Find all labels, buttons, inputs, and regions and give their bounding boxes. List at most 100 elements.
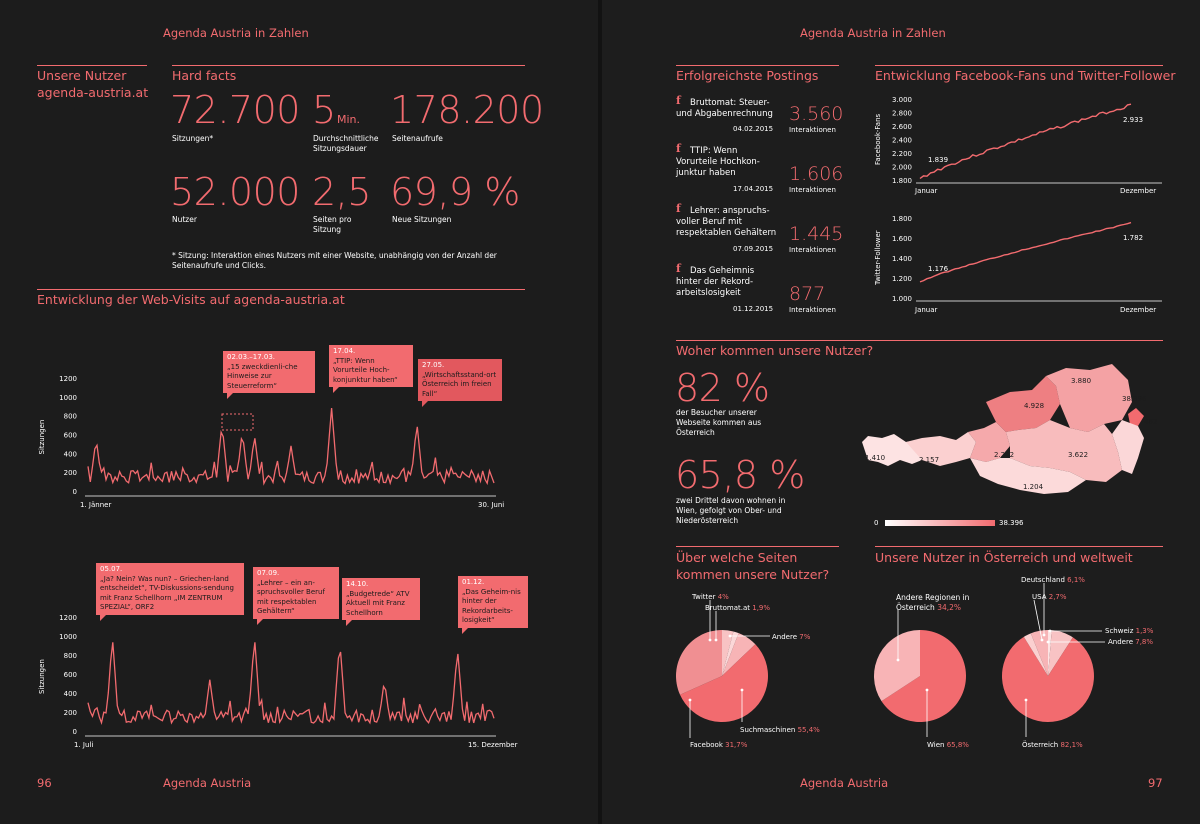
- region-burgenland: [1112, 420, 1144, 474]
- origin-stat-text: der Besucher unserer Webseite kommen aus…: [676, 408, 762, 437]
- facebook-icon: f: [676, 142, 681, 155]
- austria-map: [862, 364, 1144, 494]
- facebook-fans-line: [919, 103, 1132, 180]
- rule: [37, 289, 525, 290]
- posting-title: Bruttomat: Steuer- und Abgabenrechnung: [676, 98, 773, 119]
- y-tick-label: 2.200: [892, 150, 912, 158]
- facebook-icon: f: [676, 94, 681, 107]
- fact-value: 69,9 %: [390, 170, 520, 214]
- y-tick-label: 2.000: [892, 164, 912, 172]
- map-label-oberoesterreich-west: 4.928: [1024, 402, 1045, 410]
- postings-heading: Erfolgreichste Postings: [676, 68, 819, 83]
- annotation: 14.10. „Budgetrede“ ATV Aktuell mit Franz…: [342, 578, 420, 626]
- fact-label: Durchschnittliche Sitzungsdauer: [313, 134, 379, 153]
- facebook-start-label: 1.839: [928, 156, 949, 164]
- origin-heading: Woher kommen unsere Nutzer?: [676, 343, 874, 358]
- y-tick-label: 3.000: [892, 96, 912, 104]
- social-heading: Entwicklung Facebook-Fans und Twitter-Fo…: [875, 68, 1176, 83]
- pie-slice: [881, 630, 966, 723]
- twitter-end-label: 1.782: [1123, 234, 1144, 242]
- footnote: * Sitzung: Interaktion eines Nutzers mit…: [172, 251, 497, 270]
- pie-label: Wien 65,8%: [927, 741, 969, 749]
- posting-date: 07.09.2015: [733, 245, 774, 253]
- leader-dot: [1040, 638, 1044, 642]
- leader-dot: [708, 638, 712, 642]
- posting-title: Das Geheimnis hinter der Rekord-arbeitsl…: [676, 266, 755, 298]
- pie-slice: [1030, 630, 1048, 676]
- fact-label: Seitenaufrufe: [392, 134, 443, 143]
- leader-dot: [740, 688, 744, 692]
- posting-value: 877: [789, 283, 826, 305]
- posting-label: Interaktionen: [789, 306, 836, 314]
- leader-dot: [896, 658, 900, 662]
- x-end-label: Dezember: [1120, 187, 1157, 195]
- fact-label: Nutzer: [172, 215, 197, 224]
- posting-value: 1.445: [789, 223, 844, 245]
- y-tick-label: 1000: [59, 394, 77, 402]
- x-start-label: Januar: [915, 306, 938, 314]
- posting-label: Interaktionen: [789, 126, 836, 134]
- region-salzburg: [968, 422, 1010, 462]
- posting-title: TTIP: Wenn Vorurteile Hochkon-junktur ha…: [676, 146, 760, 178]
- right-footer-brand: Agenda Austria: [800, 776, 889, 790]
- rule: [37, 65, 147, 66]
- y-tick-label: 1000: [59, 633, 77, 641]
- leader-dot: [714, 638, 718, 642]
- posting-value: 1.606: [789, 163, 844, 185]
- annotation: 07.09. „Lehrer – ein an-spruchsvoller Ber…: [253, 567, 339, 624]
- x-start-label: 1. Jänner: [80, 501, 112, 509]
- web-visits-heading: Entwicklung der Web-Visits auf agenda-au…: [37, 292, 345, 307]
- leader-dot: [1046, 640, 1050, 644]
- y-tick-label: 800: [64, 652, 77, 660]
- origin-stat-value: 65,8 %: [675, 453, 805, 497]
- y-tick-label: 600: [64, 432, 77, 440]
- users-site: agenda-austria.at: [37, 85, 149, 100]
- pie-label: Andere Regionen in Österreich 34,2%: [896, 593, 970, 612]
- fact-value: 72.700: [170, 88, 300, 132]
- annotation: 01.12. „Das Geheim-nis hinter der Rekorda…: [458, 576, 528, 633]
- posting-date: 01.12.2015: [733, 305, 774, 313]
- right-running-title: Agenda Austria in Zahlen: [800, 26, 946, 40]
- pie-label: Bruttomat.at 1,9%: [705, 604, 771, 612]
- annotation: 05.07. „Ja? Nein? Was nun? – Griechen-lan…: [96, 563, 244, 620]
- posting-date: 17.04.2015: [733, 185, 774, 193]
- map-label-salzburg: 2.242: [994, 451, 1015, 459]
- pie-slice: [722, 630, 734, 676]
- x-start-label: 1. Juli: [74, 741, 94, 749]
- twitter-start-label: 1.176: [928, 265, 949, 273]
- left-page: Agenda Austria in Zahlen Unsere Nutzer a…: [0, 0, 598, 824]
- map-label-vorarlberg: 1.410: [865, 454, 886, 462]
- rule: [172, 65, 525, 66]
- map-label-wien: 38.396: [1122, 395, 1147, 403]
- fact-unit: Min.: [337, 113, 361, 126]
- map-label-burgenland: 462: [1144, 418, 1158, 426]
- pie-charts: [676, 583, 1105, 738]
- pie-label: Facebook 31,7%: [690, 741, 748, 749]
- y-tick-label: 200: [64, 709, 77, 717]
- facebook-end-label: 2.933: [1123, 116, 1144, 124]
- left-footer-brand: Agenda Austria: [163, 776, 252, 790]
- y-tick-label: 1.200: [892, 275, 912, 283]
- annotation: 17.04. „TTIP: Wenn Vorurteile Hoch-konjun…: [329, 345, 413, 393]
- pie-label: Andere 7,8%: [1108, 638, 1154, 646]
- y-tick-label: 1.800: [892, 215, 912, 223]
- sources-heading: Über welche Seiten: [676, 550, 798, 565]
- pie-slice: [680, 644, 769, 723]
- pie-label: Twitter 4%: [692, 593, 729, 601]
- rule: [676, 546, 839, 547]
- fact-value: 178.200: [390, 88, 544, 132]
- origin-stat-text: zwei Drittel davon wohnen in Wien, gefol…: [676, 496, 786, 525]
- right-page: Agenda Austria in Zahlen Erfolgreichste …: [602, 0, 1200, 824]
- sessions-line-h1: [87, 408, 495, 486]
- y-tick-label: 1.400: [892, 255, 912, 263]
- posting-title: Lehrer: anspruchs-voller Beruf mit respe…: [676, 206, 777, 238]
- scale-max: 38.396: [999, 519, 1024, 527]
- pie-slice: [722, 631, 739, 676]
- location-heading: Unsere Nutzer in Österreich und weltweit: [875, 550, 1133, 565]
- pie-slice: [1023, 633, 1048, 676]
- y-tick-label: 0: [73, 728, 77, 736]
- x-end-label: 15. Dezember: [468, 741, 518, 749]
- hard-facts-heading: Hard facts: [172, 68, 237, 83]
- leader-dot: [688, 698, 692, 702]
- x-start-label: Januar: [915, 187, 938, 195]
